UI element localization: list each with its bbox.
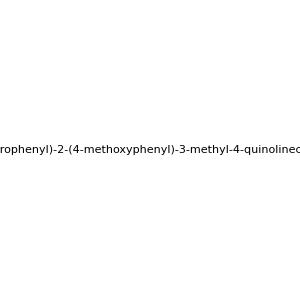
Text: N-(2,4-difluorophenyl)-2-(4-methoxyphenyl)-3-methyl-4-quinolinecarboxamide: N-(2,4-difluorophenyl)-2-(4-methoxypheny… xyxy=(0,145,300,155)
